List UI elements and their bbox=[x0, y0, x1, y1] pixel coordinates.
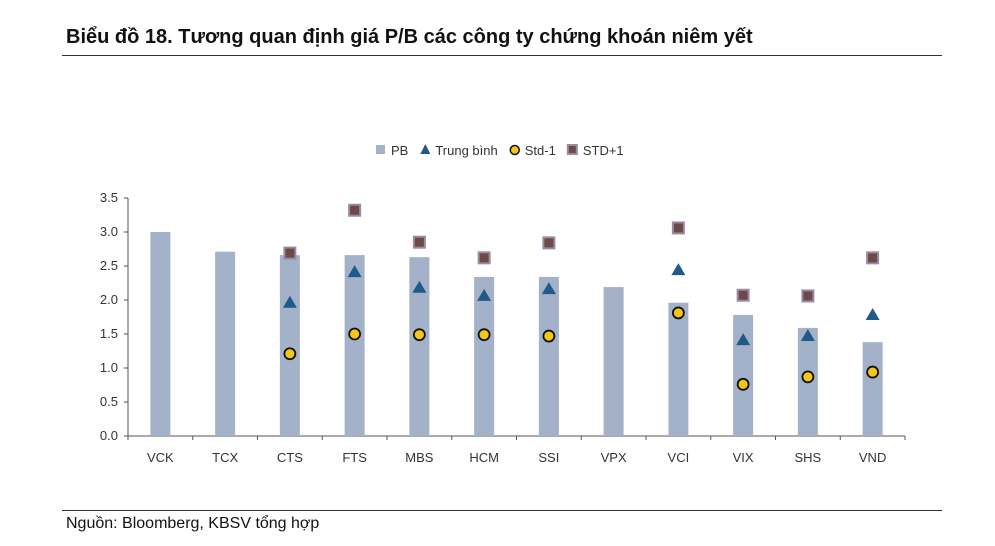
legend-swatch-mean bbox=[420, 144, 431, 154]
std-minus-marker-MBS bbox=[412, 328, 426, 342]
legend-swatch-std-minus bbox=[509, 144, 520, 156]
bar-CTS bbox=[279, 255, 300, 436]
y-tick-label: 2.0 bbox=[100, 292, 118, 307]
y-tick-label: 1.0 bbox=[100, 360, 118, 375]
bar-FTS bbox=[344, 255, 365, 436]
y-tick-label: 3.5 bbox=[100, 190, 118, 205]
bottom-divider bbox=[62, 510, 942, 511]
std-minus-marker-CTS bbox=[283, 347, 297, 361]
std-plus-marker-VIX bbox=[736, 288, 750, 302]
x-tick-label: VND bbox=[859, 450, 886, 465]
x-tick-label: FTS bbox=[342, 450, 367, 465]
bar-VCK bbox=[150, 232, 171, 436]
std-plus-marker-VND bbox=[866, 251, 880, 265]
std-minus-marker-FTS bbox=[348, 327, 362, 341]
mean-marker-FTS bbox=[347, 265, 362, 278]
std-plus-marker-FTS bbox=[348, 203, 362, 217]
x-tick-label: MBS bbox=[405, 450, 434, 465]
x-tick-label: VCK bbox=[147, 450, 174, 465]
mean-marker-CTS bbox=[282, 295, 297, 308]
x-tick-label: HCM bbox=[469, 450, 499, 465]
y-tick-label: 2.5 bbox=[100, 258, 118, 273]
y-tick-label: 0.5 bbox=[100, 394, 118, 409]
bar-SSI bbox=[538, 276, 559, 436]
mean-marker-HCM bbox=[477, 288, 492, 301]
bar-VCI bbox=[668, 302, 689, 436]
x-tick-label: CTS bbox=[277, 450, 303, 465]
y-tick-label: 3.0 bbox=[100, 224, 118, 239]
bar-HCM bbox=[474, 276, 495, 436]
std-minus-marker-HCM bbox=[477, 328, 491, 342]
legend-label: PB bbox=[391, 143, 408, 158]
bar-VIX bbox=[733, 314, 754, 436]
std-minus-marker-VCI bbox=[671, 306, 685, 320]
std-plus-marker-MBS bbox=[412, 235, 426, 249]
legend-label: STD+1 bbox=[583, 143, 624, 158]
bar-TCX bbox=[215, 251, 236, 436]
std-minus-marker-SSI bbox=[542, 329, 556, 343]
mean-marker-SHS bbox=[800, 329, 815, 342]
y-tick-label: 0.0 bbox=[100, 428, 118, 443]
top-divider bbox=[62, 55, 942, 56]
mean-marker-SSI bbox=[541, 282, 556, 295]
mean-marker-VCI bbox=[671, 263, 686, 276]
bar-VND bbox=[862, 342, 883, 436]
std-plus-marker-HCM bbox=[477, 251, 491, 265]
bar-MBS bbox=[409, 257, 430, 436]
legend-label: Std-1 bbox=[525, 143, 556, 158]
mean-marker-MBS bbox=[412, 280, 427, 293]
legend-swatch-pb bbox=[376, 145, 385, 154]
y-tick-label: 1.5 bbox=[100, 326, 118, 341]
x-tick-label: SSI bbox=[538, 450, 559, 465]
source-note: Nguồn: Bloomberg, KBSV tổng hợp bbox=[66, 515, 320, 532]
std-plus-marker-SSI bbox=[542, 236, 556, 250]
x-tick-label: VPX bbox=[601, 450, 627, 465]
x-tick-label: VIX bbox=[733, 450, 754, 465]
std-minus-marker-SHS bbox=[801, 370, 815, 384]
bar-VPX bbox=[603, 287, 624, 436]
std-plus-marker-SHS bbox=[801, 289, 815, 303]
x-tick-label: SHS bbox=[795, 450, 822, 465]
std-minus-marker-VIX bbox=[736, 377, 750, 391]
x-tick-label: TCX bbox=[212, 450, 238, 465]
mean-marker-VIX bbox=[736, 333, 751, 346]
legend-label: Trung bình bbox=[435, 143, 497, 158]
x-tick-label: VCI bbox=[668, 450, 690, 465]
figure-title: Biểu đồ 18. Tương quan định giá P/B các … bbox=[66, 26, 753, 48]
mean-marker-VND bbox=[865, 307, 880, 320]
std-plus-marker-CTS bbox=[283, 246, 297, 260]
legend-swatch-std-plus bbox=[566, 144, 578, 155]
std-minus-marker-VND bbox=[866, 365, 880, 379]
std-plus-marker-VCI bbox=[671, 221, 685, 235]
